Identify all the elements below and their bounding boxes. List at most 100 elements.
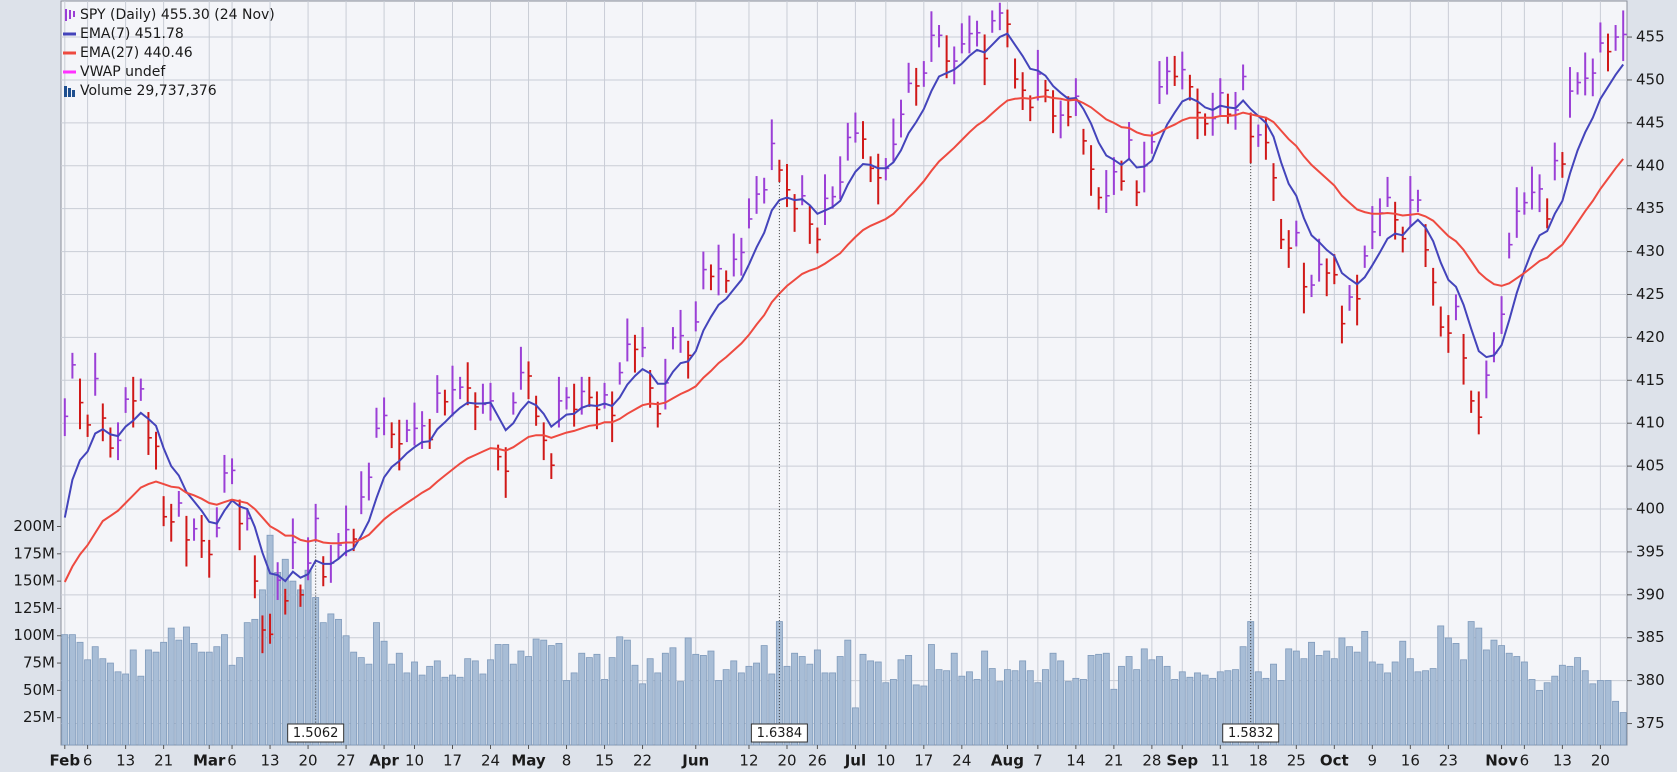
volume-bar (1376, 663, 1384, 746)
volume-bar (76, 641, 84, 746)
volume-tick-label: 150M (13, 572, 55, 590)
volume-bar (1308, 641, 1315, 746)
volume-bar (167, 627, 175, 746)
volume-bar (144, 649, 152, 746)
volume-bar (1406, 658, 1414, 746)
volume-bar (1619, 712, 1627, 746)
volume-bar (471, 660, 479, 746)
volume-bar (1543, 682, 1551, 746)
volume-bar (806, 663, 814, 746)
volume-bar (1026, 670, 1034, 746)
volume-bar (578, 652, 586, 746)
volume-bar (1520, 661, 1528, 746)
legend-icon (64, 86, 67, 97)
volume-bar (1460, 659, 1467, 746)
x-tick-label: Apr (369, 752, 399, 770)
volume-bar (205, 651, 213, 746)
volume-bar (1323, 650, 1331, 746)
x-tick-label: 24 (952, 752, 971, 770)
volume-bar (1140, 648, 1148, 746)
volume-bar (813, 649, 821, 746)
volume-tick-label: 75M (23, 654, 55, 672)
price-bars (63, 2, 1627, 654)
volume-bar (464, 658, 472, 746)
volume-bar (1262, 677, 1270, 746)
volume-bar (859, 653, 867, 746)
volume-bar (1064, 681, 1072, 746)
volume-bar (1224, 670, 1232, 746)
volume-bar (563, 680, 570, 746)
volume-bar (441, 676, 449, 746)
volume-bar (768, 673, 776, 746)
volume-bar (1558, 664, 1566, 746)
ema-line (63, 95, 1624, 583)
volume-bar (867, 660, 875, 746)
volume-bar (1133, 669, 1141, 746)
volume-bar (920, 685, 928, 746)
volume-bar (106, 662, 114, 746)
y-tick-label: 445 (1636, 113, 1665, 131)
volume-bar (1011, 670, 1019, 746)
volume-bar (669, 647, 677, 746)
volume-bar (1019, 660, 1027, 746)
volume-bar (1042, 669, 1049, 746)
y-tick-label: 405 (1636, 457, 1665, 475)
volume-bar (692, 653, 700, 746)
volume-bar (1566, 665, 1574, 746)
markers: 1.5062 1.6384 1.5832 (287, 163, 1280, 743)
volume-bar (1589, 683, 1597, 746)
y-tick-label: 450 (1636, 70, 1665, 88)
y-tick-label: 375 (1636, 714, 1665, 732)
volume-bar (1171, 679, 1179, 746)
volume-bar (395, 652, 403, 746)
x-tick-label: 10 (405, 752, 424, 770)
marker-label: 1.6384 (757, 726, 803, 741)
volume-bar (236, 657, 244, 746)
x-tick-label: 7 (1033, 752, 1043, 770)
volume-bar (532, 638, 540, 746)
volume-bar (380, 640, 388, 746)
volume-tick-label: 25M (23, 708, 55, 726)
volume-bar (555, 642, 563, 746)
volume-bar (1163, 665, 1171, 746)
volume-bar (935, 669, 943, 746)
volume-bar (1247, 621, 1255, 746)
y-tick-label: 430 (1636, 242, 1665, 260)
marker-box (1222, 723, 1280, 743)
volume-bar (1186, 676, 1194, 746)
volume-bar (160, 641, 168, 746)
volume-bar (433, 660, 441, 746)
volume-bar (1315, 655, 1323, 746)
volume-bar (1148, 659, 1156, 746)
volume-bar (1330, 658, 1338, 746)
plot-area (60, 0, 1628, 746)
volume-bar (950, 652, 958, 746)
y-tick-label: 420 (1636, 328, 1665, 346)
y-tick-label: 395 (1636, 542, 1665, 560)
x-tick-label: Nov (1485, 752, 1518, 770)
x-tick-label: 13 (261, 752, 280, 770)
volume-bar (1270, 663, 1277, 746)
volume-bar (753, 662, 761, 746)
volume-bar (281, 558, 289, 746)
volume-bar (1239, 646, 1247, 746)
volume-bar (882, 682, 890, 746)
marker-box (750, 723, 808, 743)
y-tick-label: 385 (1636, 628, 1665, 646)
volume-bar (965, 671, 973, 746)
volume-bar (1346, 646, 1353, 746)
volume-tick-label: 125M (13, 599, 55, 617)
volume-bar (798, 656, 806, 746)
y-tick-label: 415 (1636, 371, 1665, 389)
volume-bar (844, 639, 852, 746)
x-tick-label: 9 (1368, 752, 1378, 770)
marker-label: 1.5832 (1228, 726, 1274, 741)
volume-bar (1080, 679, 1087, 746)
volume-bar (1368, 661, 1376, 746)
volume-bar (677, 681, 684, 746)
volume-bar (601, 679, 608, 746)
volume-bar (213, 646, 221, 746)
x-tick-label: 10 (876, 752, 895, 770)
volume-bar (525, 656, 532, 746)
